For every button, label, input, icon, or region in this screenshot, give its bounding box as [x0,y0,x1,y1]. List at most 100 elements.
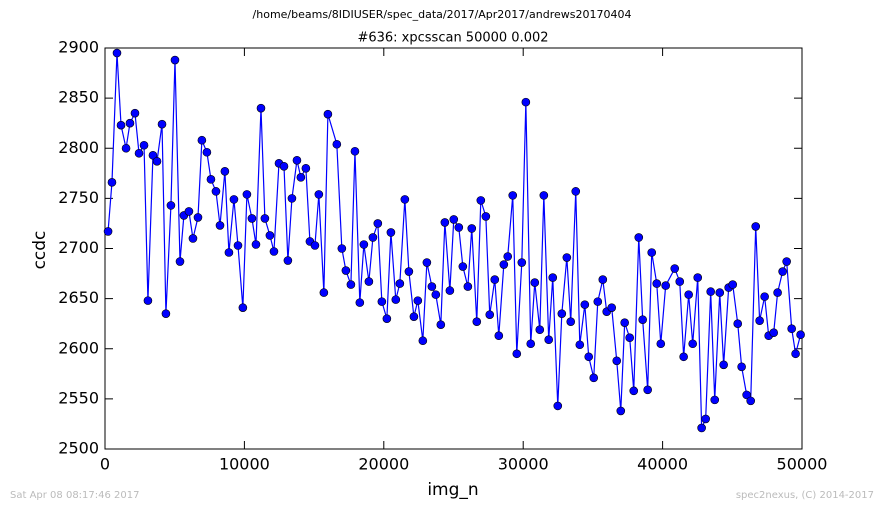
data-point [733,319,743,328]
data-point [341,266,351,275]
data-point [458,262,468,271]
data-point [791,349,800,359]
data-point [242,190,252,199]
x-tick-label: 10000 [219,455,270,474]
data-point [215,221,225,230]
data-point [634,233,644,242]
data-point [116,120,126,130]
data-point [229,195,239,204]
x-tick-label: 0 [100,455,110,474]
y-tick-label: 2850 [58,88,99,107]
data-point [427,282,437,291]
data-point [148,150,158,160]
data-point [125,118,135,128]
data-point [112,48,122,58]
y-tick-label: 2500 [58,439,99,458]
data-line [107,52,802,429]
data-point [503,252,513,261]
y-tick-label: 2700 [58,238,99,257]
data-point [247,214,257,223]
data-point [296,173,306,182]
data-point [773,288,782,297]
y-tick-label: 2550 [58,388,99,407]
data-point [332,139,342,149]
data-point [134,148,144,158]
data-point [778,267,787,276]
data-point [359,240,369,249]
data-point [719,360,728,370]
data-point [535,325,545,335]
y-tick-label: 2600 [58,338,99,357]
data-point [436,320,446,329]
data-point [675,277,685,286]
data-point [553,401,563,411]
data-point [445,286,455,295]
data-point [323,109,333,119]
data-point [310,241,320,250]
data-point [575,340,585,350]
data-point [544,335,554,345]
data-point [684,290,693,299]
footer-right: spec2nexus, (C) 2014-2017 [736,490,874,501]
data-point [152,156,162,166]
data-point [562,253,572,262]
data-point [580,300,590,309]
data-point [481,212,491,221]
data-point [382,314,392,323]
data-point [202,147,212,157]
data-point [796,330,805,340]
data-point [647,248,657,257]
data-point [301,164,311,173]
data-point [368,233,378,242]
data-point [598,275,608,284]
data-point [782,257,791,266]
data-point [224,248,234,257]
data-point [638,315,647,324]
y-axis-label: ccdc [30,231,50,270]
data-point [656,339,666,349]
data-point [206,175,216,184]
data-point [279,161,289,171]
data-point [391,295,401,304]
data-point [517,258,527,267]
data-point [269,247,279,256]
x-tick-label: 20000 [358,455,409,474]
data-point [688,339,698,349]
data-point [143,296,153,305]
data-point [449,215,459,224]
data-point [193,213,203,222]
data-point [755,316,764,325]
data-point [760,292,769,301]
data-point [620,318,629,327]
data-point [287,194,297,203]
data-point [476,196,486,205]
data-point [625,333,635,343]
data-point [593,297,603,306]
data-point [643,385,652,395]
data-point [233,241,243,250]
data-point [499,260,509,269]
data-point [211,187,221,196]
data-point [530,278,540,287]
data-point [121,143,131,153]
data-point [571,187,581,196]
y-tick-label: 2750 [58,188,99,207]
data-point [431,290,441,299]
data-point [319,288,329,297]
x-tick-label: 40000 [637,455,688,474]
data-point [337,244,347,253]
y-tick-label: 2800 [58,138,99,157]
data-point [130,108,140,118]
chart-title: #636: xpcsscan 50000 0.002 [357,31,548,46]
data-point [139,140,149,150]
data-point [679,352,688,362]
data-point [265,231,275,240]
data-point [467,224,477,233]
data-point [400,195,410,204]
data-point [616,406,626,416]
data-point [418,336,428,346]
data-point [350,146,360,156]
data-point [422,258,432,267]
data-point [742,390,751,400]
